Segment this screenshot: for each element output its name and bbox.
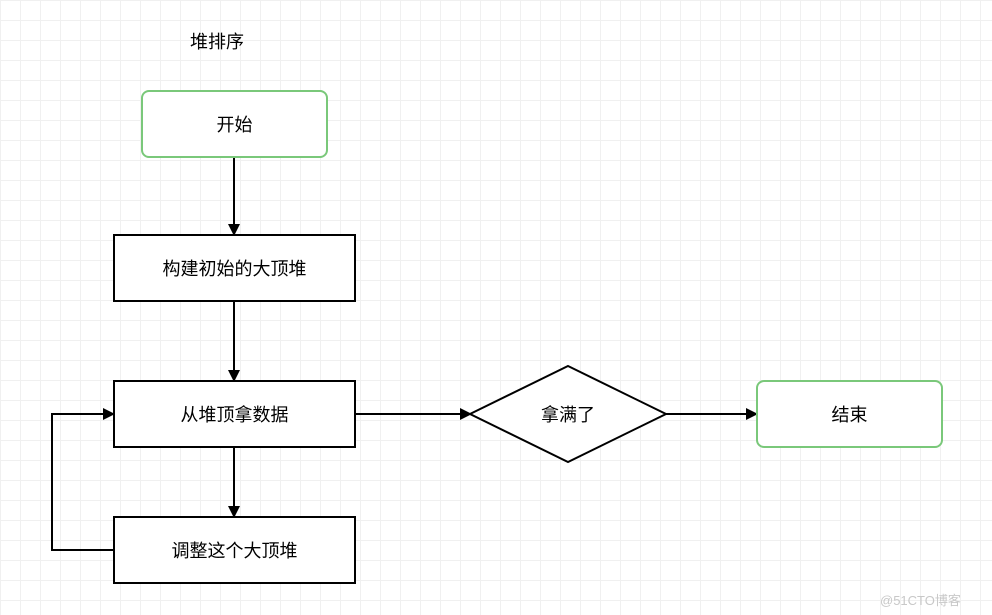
node-build-label: 构建初始的大顶堆 [163,255,307,281]
node-take-label: 从堆顶拿数据 [181,401,289,427]
diagram-title: 堆排序 [190,28,244,54]
node-build: 构建初始的大顶堆 [113,234,356,302]
node-adjust: 调整这个大顶堆 [113,516,356,584]
node-end-label: 结束 [832,401,868,427]
diagram-canvas: 堆排序 开始 构建初始的大顶堆 从堆顶拿数据 调整这个大顶堆 拿满了 结束 @5… [0,0,992,615]
node-take: 从堆顶拿数据 [113,380,356,448]
node-end: 结束 [756,380,943,448]
node-adjust-label: 调整这个大顶堆 [172,537,298,563]
watermark: @51CTO博客 [880,590,961,609]
node-start-label: 开始 [217,111,253,137]
node-start: 开始 [141,90,328,158]
